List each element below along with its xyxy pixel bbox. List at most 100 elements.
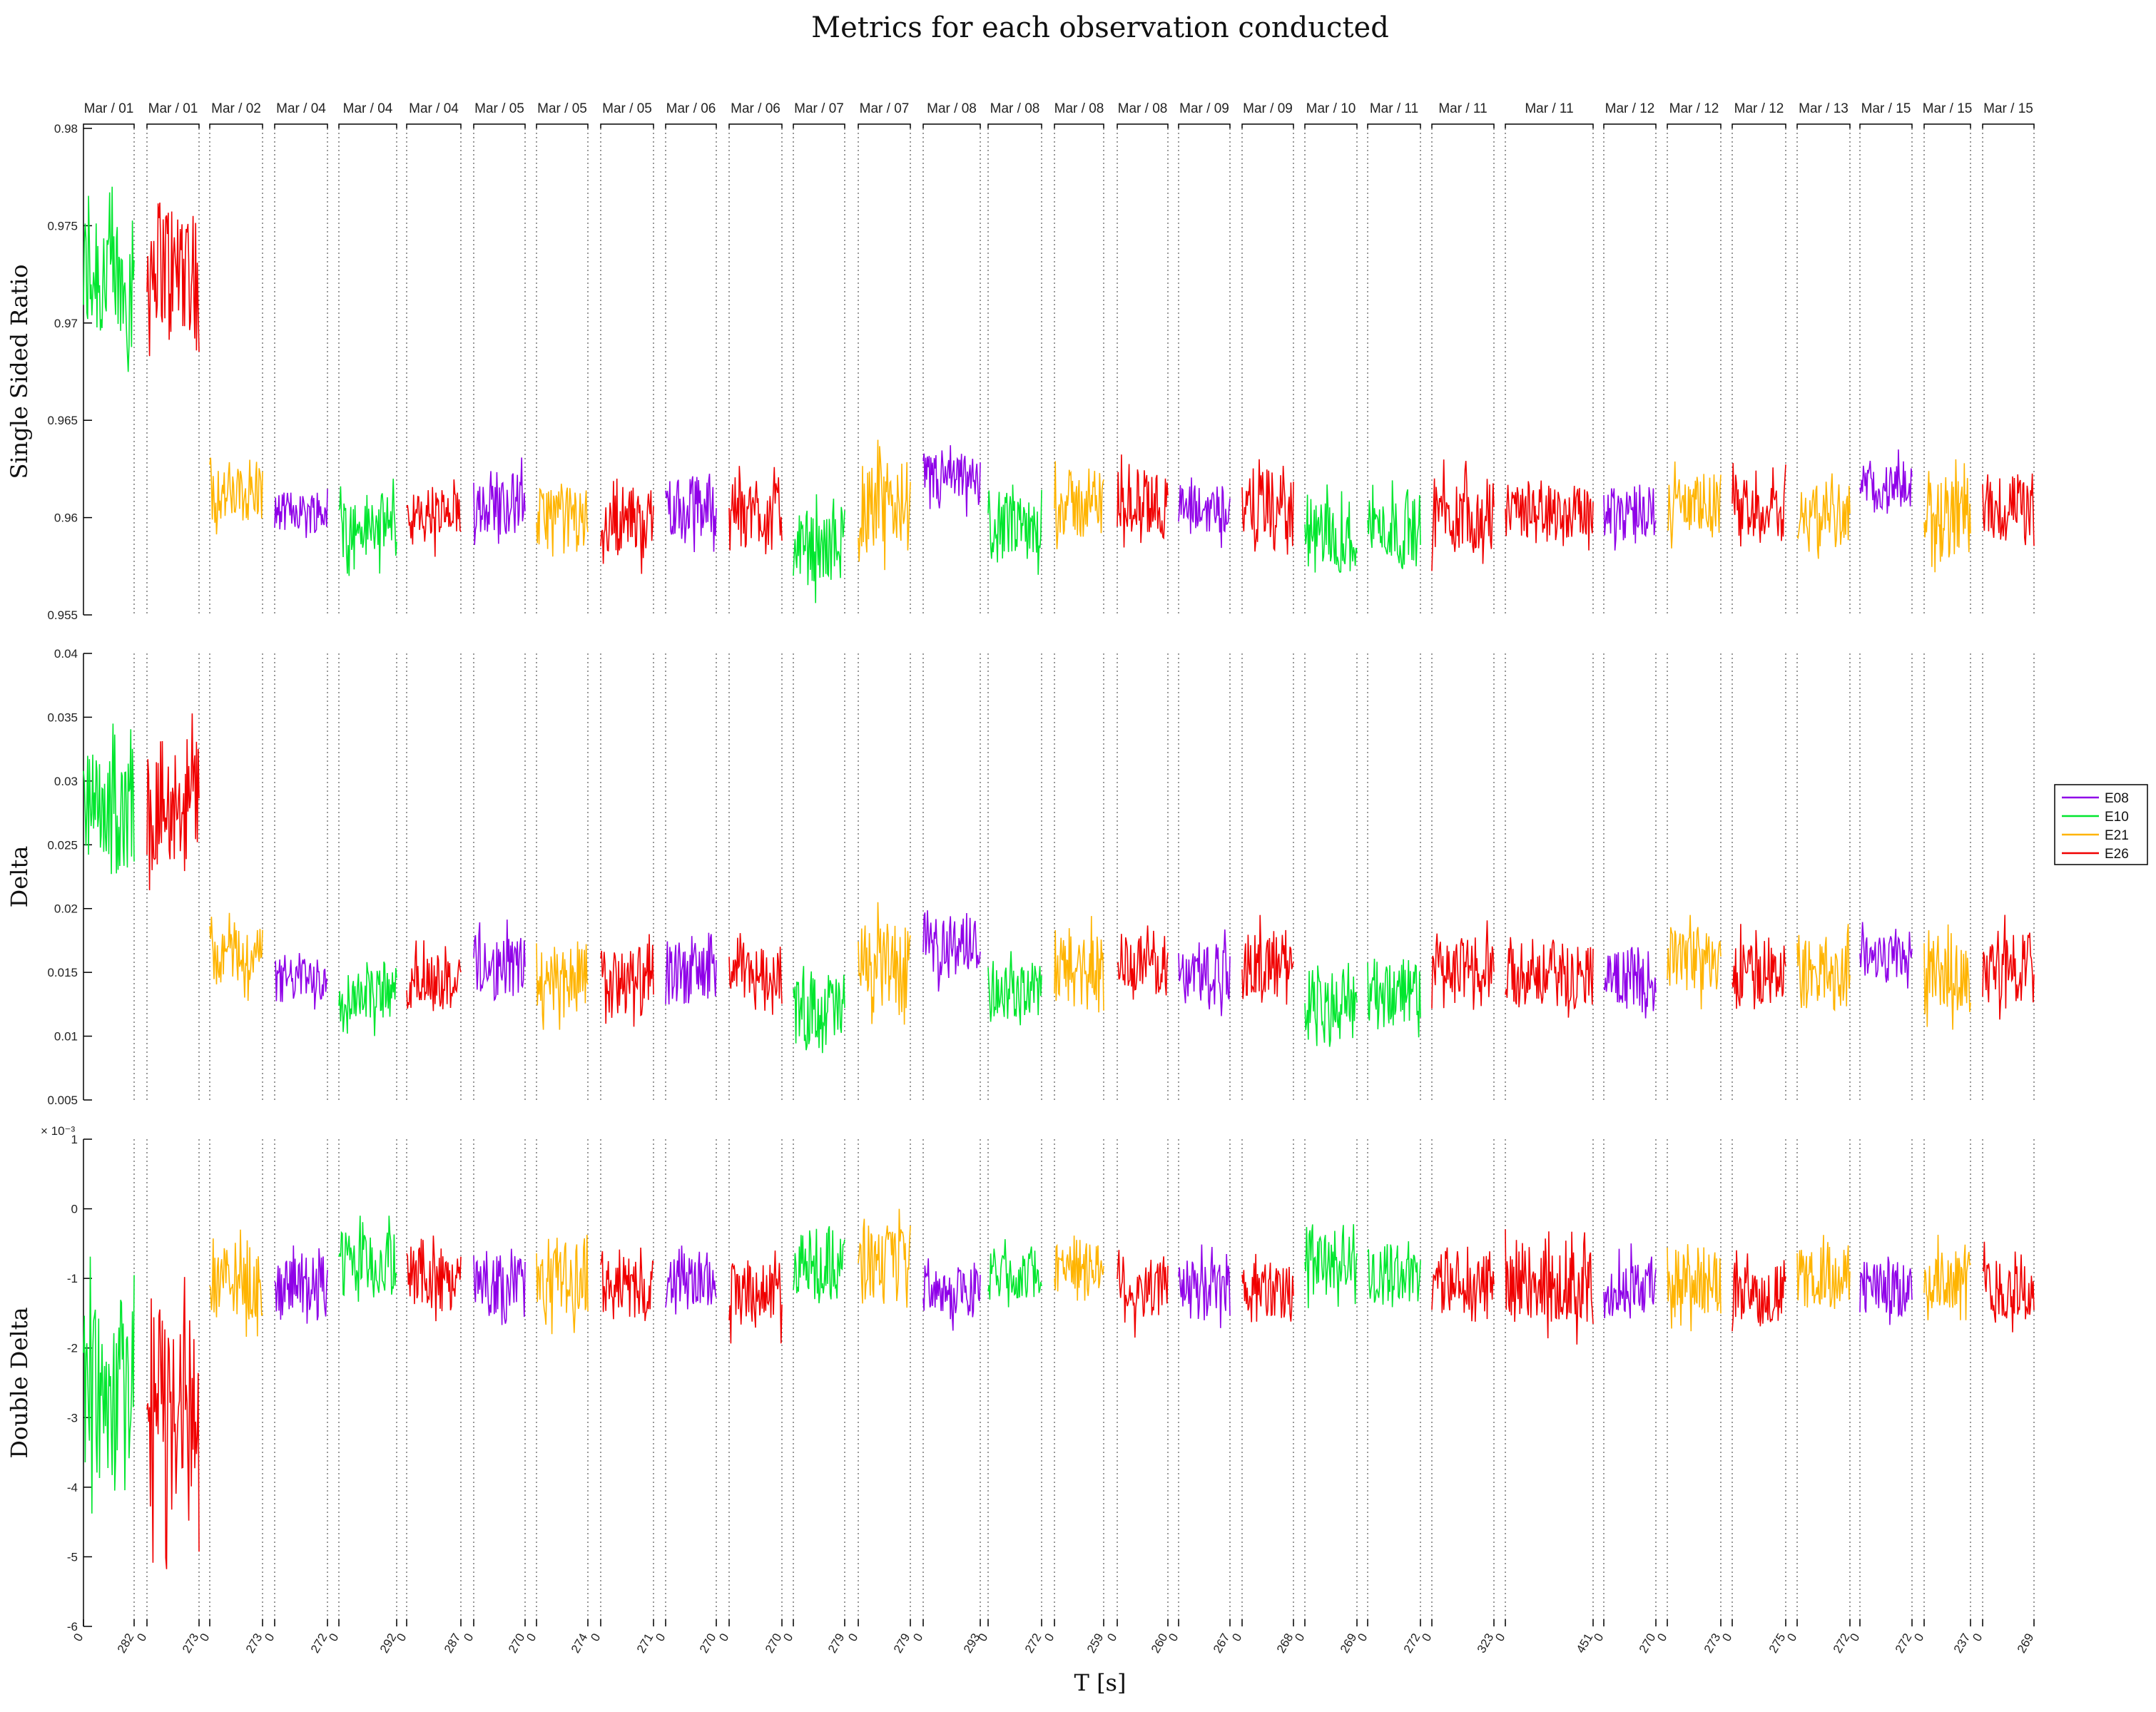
series-line-e21: [536, 941, 589, 1030]
series-line-e21: [209, 912, 263, 1002]
series-line-e08: [1603, 1243, 1657, 1319]
series-line-e21: [1054, 461, 1104, 549]
x-tick-label: 270: [506, 1631, 528, 1656]
chart-title: Metrics for each observation conducted: [811, 11, 1389, 44]
series-line-e08: [1178, 477, 1231, 549]
series-line-e26: [728, 1250, 783, 1344]
x-tick-label: 275: [1766, 1631, 1789, 1656]
x-tick-label: 0: [1911, 1631, 1926, 1644]
series-line-e10: [338, 478, 397, 576]
date-bracket: [1667, 123, 1722, 128]
segment-date-label: Mar / 07: [860, 101, 910, 116]
y-tick-label: -1: [67, 1272, 78, 1285]
x-tick-label: 0: [1591, 1631, 1606, 1644]
series-line-e26: [146, 202, 200, 357]
date-bracket: [473, 123, 526, 128]
series-line-e08: [1859, 1256, 1913, 1325]
date-bracket: [1796, 123, 1851, 128]
segment-date-label: Mar / 09: [1179, 101, 1229, 116]
y-tick-label: 0.01: [54, 1030, 78, 1044]
series-line-e26: [146, 713, 200, 891]
x-tick-label: 270: [763, 1631, 785, 1656]
x-tick-label: 0: [524, 1631, 539, 1644]
series-line-e08: [1178, 929, 1231, 1017]
segment-date-label: Mar / 08: [1054, 101, 1104, 116]
segment-date-label: Mar / 01: [84, 101, 134, 116]
series-line-e10: [987, 1239, 1042, 1308]
segment-date-label: Mar / 08: [1118, 101, 1168, 116]
date-bracket: [600, 123, 654, 128]
panels-layer: 0.955 0.96 0.965 0.97 0.975 0.98 Single Sided …: [6, 122, 2035, 1634]
x-tick-label: 270: [1637, 1631, 1659, 1656]
series-line-e26: [1431, 1246, 1495, 1322]
series-line-e21: [536, 484, 589, 557]
y-tick-label: 0.02: [54, 902, 78, 916]
series-line-e26: [1505, 937, 1594, 1018]
segment-date-label: Mar / 08: [927, 101, 977, 116]
y-tick-label: 0.965: [47, 414, 78, 427]
x-tick-label: 0: [653, 1631, 668, 1644]
x-tick-label: 0: [1493, 1631, 1507, 1644]
y-tick-label: 0.98: [54, 122, 78, 136]
series-line-e10: [1367, 1241, 1421, 1308]
segment-date-label: Mar / 09: [1243, 101, 1293, 116]
x-tick-label: 0: [588, 1631, 603, 1644]
x-tick-label: 268: [1274, 1631, 1296, 1656]
y-axis-title: Double Delta: [6, 1307, 33, 1458]
series-line-e10: [1304, 962, 1358, 1047]
y-tick-label: 0.025: [47, 838, 78, 852]
segment-date-label: Mar / 11: [1370, 101, 1418, 116]
x-tick-label: 267: [1211, 1631, 1233, 1656]
segment-date-label: Mar / 13: [1799, 101, 1849, 116]
series-line-e10: [83, 186, 135, 372]
series-line-e21: [1923, 459, 1971, 573]
x-tick-label: 272: [1401, 1631, 1423, 1656]
x-tick-label: 273: [243, 1631, 265, 1656]
y-tick-label: 1: [71, 1133, 78, 1146]
y-tick-label: -4: [67, 1481, 78, 1494]
series-line-e26: [1982, 473, 2035, 546]
series-line-e08: [1603, 484, 1657, 551]
series-line-e10: [1304, 1224, 1358, 1308]
y-tick-label: 0.015: [47, 966, 78, 979]
series-line-e08: [1178, 1244, 1231, 1328]
date-bracket: [728, 123, 783, 128]
legend-label-e10: E10: [2105, 810, 2129, 825]
x-tick-label: 259: [1084, 1631, 1107, 1656]
series-line-e26: [1117, 454, 1169, 548]
date-bracket: [1603, 123, 1657, 128]
series-line-e10: [793, 494, 845, 603]
series-line-e26: [1241, 1253, 1294, 1323]
series-line-e10: [987, 484, 1042, 575]
series-line-e21: [1796, 473, 1851, 559]
series-line-e26: [728, 466, 783, 555]
segment-date-label: Mar / 15: [1923, 101, 1973, 116]
legend-label-e08: E08: [2105, 791, 2129, 806]
legend: E08 E10 E21 E26: [2054, 784, 2148, 865]
date-bracket: [1732, 123, 1786, 128]
x-tick-label: 271: [634, 1631, 656, 1656]
x-tick-label: 323: [1475, 1631, 1497, 1656]
segment-date-label: Mar / 02: [211, 101, 261, 116]
x-tick-label: 0: [1419, 1631, 1434, 1644]
series-line-e10: [83, 1256, 135, 1514]
x-tick-label: 0: [1719, 1631, 1734, 1644]
series-line-e21: [209, 1229, 263, 1338]
segment-date-label: Mar / 06: [666, 101, 716, 116]
series-line-e21: [1054, 1235, 1104, 1301]
series-line-e10: [338, 961, 397, 1036]
x-tick-label: 0: [326, 1631, 341, 1644]
series-line-e26: [728, 933, 783, 1015]
date-bracket: [1304, 123, 1358, 128]
series-line-e10: [1367, 480, 1421, 569]
series-line-e26: [1241, 459, 1294, 555]
date-bracket: [1178, 123, 1231, 128]
segment-date-label: Mar / 12: [1669, 101, 1719, 116]
date-bracket: [1367, 123, 1421, 128]
y-tick-label: 0.975: [47, 219, 78, 233]
series-line-e21: [1667, 914, 1722, 1009]
x-tick-label: 0: [1042, 1631, 1057, 1644]
series-line-e21: [1923, 1234, 1971, 1320]
date-bracket: [209, 123, 263, 128]
